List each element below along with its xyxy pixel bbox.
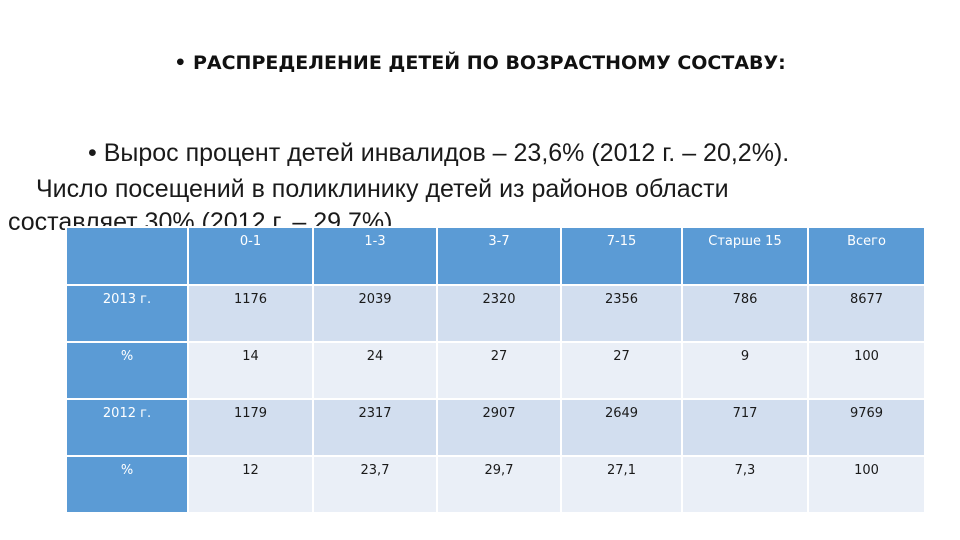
header-cell-age-over-15: Старше 15 <box>681 226 809 286</box>
table-cell: 8677 <box>807 284 926 343</box>
table-row: % 14 24 27 27 9 100 <box>65 341 926 400</box>
table-cell: 2039 <box>312 284 438 343</box>
row-label: 2013 г. <box>65 284 189 343</box>
table-cell: 7,3 <box>681 455 809 514</box>
table-cell: 786 <box>681 284 809 343</box>
table-cell: 12 <box>187 455 314 514</box>
table-cell: 717 <box>681 398 809 457</box>
table-cell: 2320 <box>436 284 562 343</box>
header-cell-age-7-15: 7-15 <box>560 226 683 286</box>
slide-title: • РАСПРЕДЕЛЕНИЕ ДЕТЕЙ ПО ВОЗРАСТНОМУ СОС… <box>174 52 786 74</box>
table-cell: 9 <box>681 341 809 400</box>
table-cell: 24 <box>312 341 438 400</box>
table-cell: 100 <box>807 341 926 400</box>
table-cell: 2907 <box>436 398 562 457</box>
body-line-1: • Вырос процент детей инвалидов – 23,6% … <box>88 139 790 167</box>
table-cell: 27,1 <box>560 455 683 514</box>
table-cell: 27 <box>560 341 683 400</box>
table-cell: 1176 <box>187 284 314 343</box>
table-cell: 23,7 <box>312 455 438 514</box>
table-cell: 100 <box>807 455 926 514</box>
header-cell-total: Всего <box>807 226 926 286</box>
table-cell: 27 <box>436 341 562 400</box>
table-row: 2013 г. 1176 2039 2320 2356 786 8677 <box>65 284 926 343</box>
header-cell-age-3-7: 3-7 <box>436 226 562 286</box>
table-cell: 2356 <box>560 284 683 343</box>
header-cell-age-0-1: 0-1 <box>187 226 314 286</box>
table-cell: 14 <box>187 341 314 400</box>
row-label: % <box>65 341 189 400</box>
table-cell: 2317 <box>312 398 438 457</box>
header-cell-empty <box>65 226 189 286</box>
table-cell: 2649 <box>560 398 683 457</box>
header-cell-age-1-3: 1-3 <box>312 226 438 286</box>
table-cell: 9769 <box>807 398 926 457</box>
table-row: 2012 г. 1179 2317 2907 2649 717 9769 <box>65 398 926 457</box>
table-row: % 12 23,7 29,7 27,1 7,3 100 <box>65 455 926 514</box>
table-header-row: 0-1 1-3 3-7 7-15 Старше 15 Всего <box>65 226 926 286</box>
row-label: 2012 г. <box>65 398 189 457</box>
age-distribution-table: 0-1 1-3 3-7 7-15 Старше 15 Всего 2013 г.… <box>65 226 926 514</box>
table-cell: 29,7 <box>436 455 562 514</box>
body-line-2: Число посещений в поликлинику детей из р… <box>36 175 729 203</box>
table-cell: 1179 <box>187 398 314 457</box>
row-label: % <box>65 455 189 514</box>
